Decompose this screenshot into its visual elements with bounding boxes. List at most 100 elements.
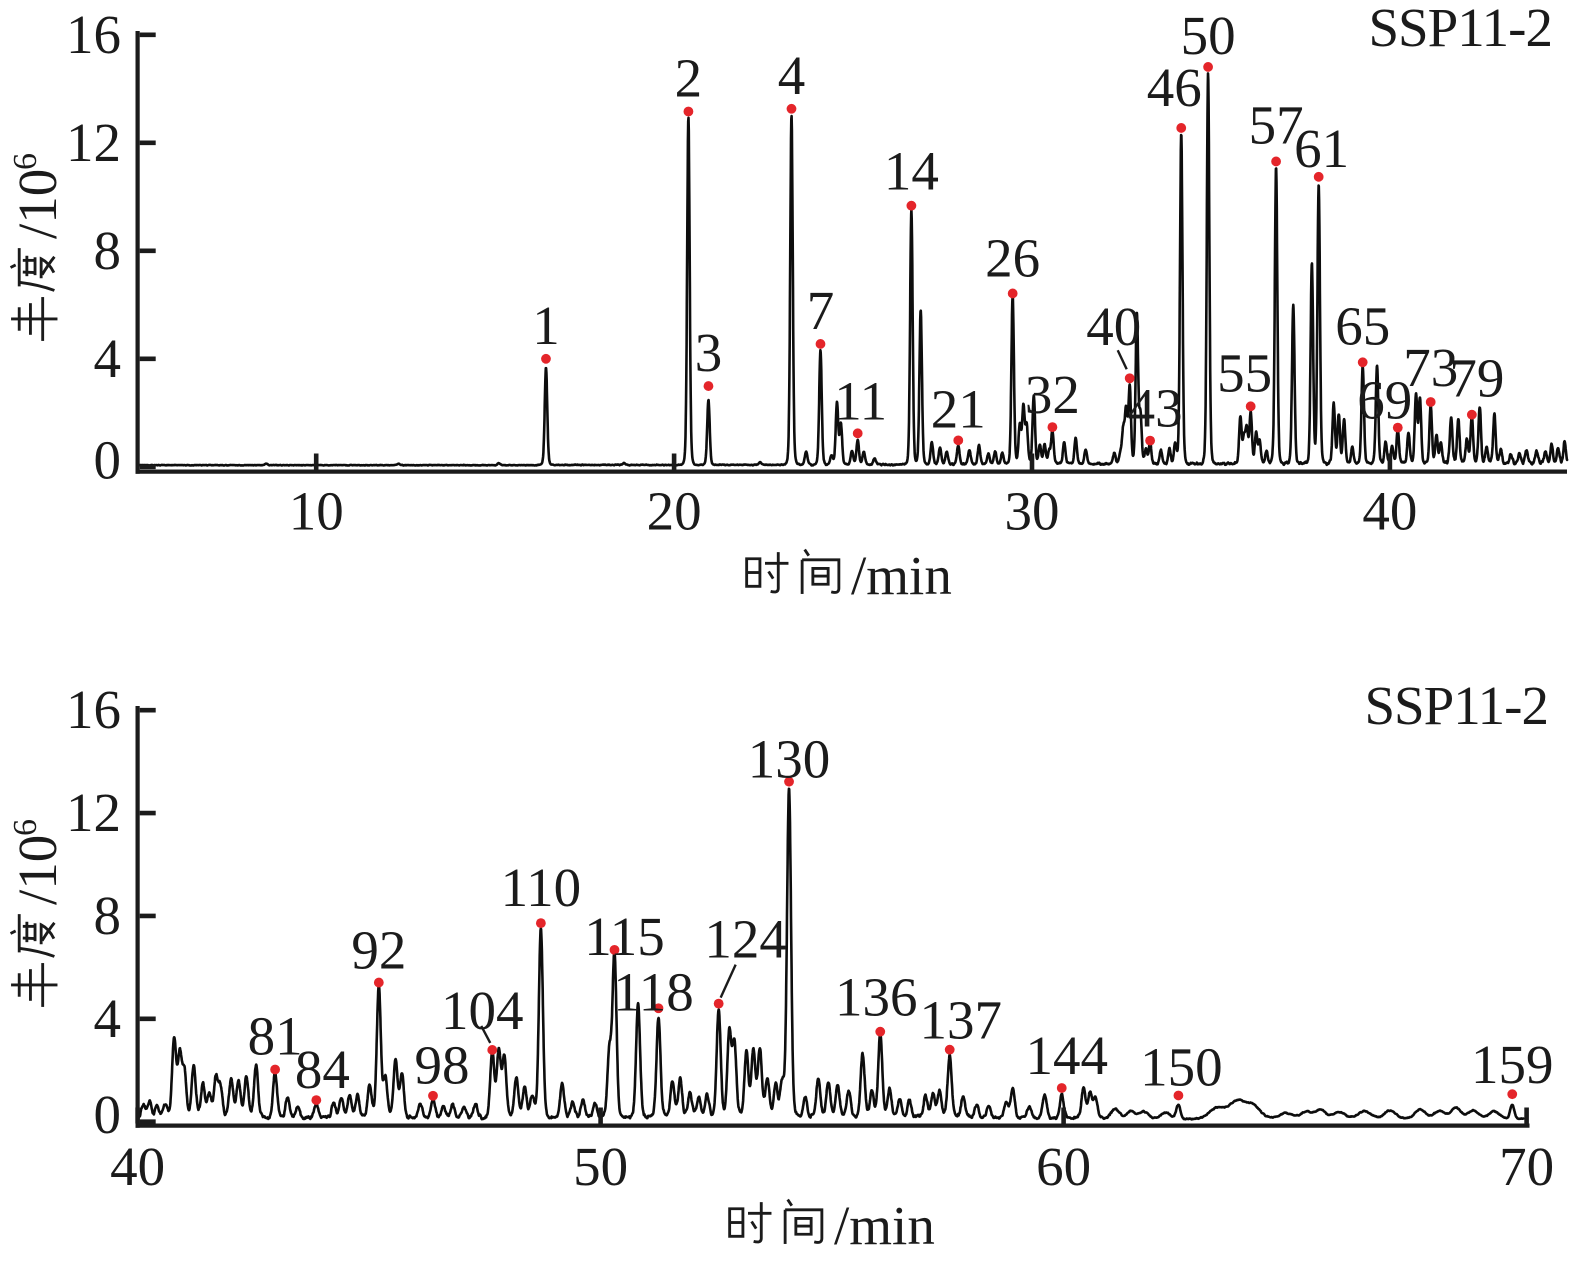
cjk-stroke (785, 1208, 824, 1244)
peak-label: 55 (1217, 342, 1272, 403)
cjk-stroke (802, 558, 841, 594)
y-axis-exponent-bottom: 6 (7, 819, 44, 836)
x-tick-label: 60 (1036, 1136, 1091, 1197)
cjk-stroke (40, 921, 56, 942)
cjk-jian-glyph (783, 1198, 824, 1244)
y-axis-title-bottom: /10 6 (7, 819, 68, 1007)
x-tick-label: 30 (1005, 481, 1060, 542)
peak-marker (609, 944, 620, 955)
peak-marker (1124, 373, 1135, 384)
y-tick-label: 12 (66, 112, 121, 173)
peak-marker (713, 998, 724, 1009)
peak-marker (1357, 357, 1368, 368)
peak-label: 79 (1449, 348, 1504, 409)
y-axis-title-top: /10 6 (7, 153, 68, 341)
sample-label-bottom: SSP11-2 (1364, 675, 1548, 736)
axis-lines: 40 50 60 70 0 4 8 12 16 (66, 679, 1554, 1197)
x-tick-label: 40 (1362, 481, 1417, 542)
cjk-stroke (767, 570, 775, 580)
y-axis-exponent-top: 6 (7, 153, 44, 170)
sample-label-top: SSP11-2 (1368, 0, 1552, 58)
peak-marker (1392, 422, 1403, 433)
peak-marker (1176, 123, 1187, 133)
peak-label: 92 (351, 920, 406, 981)
cjk-stroke (803, 548, 810, 557)
peak-callout-line (719, 964, 737, 999)
cjk-stroke (794, 1217, 813, 1236)
y-tick-label: 8 (94, 220, 122, 281)
peak-label: 98 (414, 1035, 469, 1096)
y-tick-label: 12 (66, 782, 121, 843)
cjk-du-glyph (9, 914, 56, 958)
peak-label: 73 (1403, 337, 1458, 398)
peak-marker (944, 1044, 955, 1055)
cjk-stroke (786, 1198, 793, 1207)
cjk-stroke (39, 256, 56, 279)
peak-label: 1 (532, 295, 560, 356)
peak-label: 32 (1025, 364, 1080, 425)
peak-marker (683, 106, 694, 117)
cjk-feng-glyph (11, 297, 58, 341)
peak-marker (1203, 62, 1213, 72)
cjk-jian-glyph (800, 548, 841, 594)
cjk-feng-glyph (11, 963, 58, 1007)
cjk-stroke (19, 946, 55, 958)
cjk-stroke (811, 567, 830, 586)
peak-label: 57 (1249, 94, 1304, 155)
peak-label: 136 (835, 967, 918, 1028)
x-tick-label: 10 (289, 481, 344, 542)
peak-marker (535, 918, 546, 929)
peak-marker (1425, 397, 1436, 407)
axes-bottom: 40 50 60 70 0 4 8 12 16 (66, 679, 1554, 1197)
peak-label: 2 (675, 47, 703, 108)
peak-marker (815, 339, 826, 349)
peak-marker (875, 1026, 886, 1037)
peak-marker (373, 977, 384, 988)
x-axis-title-top: /min (745, 545, 952, 606)
cjk-stroke (9, 929, 17, 935)
peak-label: 43 (1128, 378, 1183, 439)
peak-marker (541, 353, 551, 364)
peak-marker (1047, 422, 1058, 433)
peak-label: 159 (1471, 1034, 1554, 1095)
peak-marker (953, 435, 964, 446)
peak-label: 81 (248, 1005, 303, 1066)
y-tick-label: 16 (66, 679, 121, 740)
x-axis-unit-top: /min (851, 545, 952, 606)
cjk-stroke (19, 280, 55, 292)
y-tick-label: 0 (94, 429, 122, 490)
peak-marker (1007, 288, 1018, 299)
peak-label: 26 (985, 227, 1040, 288)
cjk-shi-glyph (745, 552, 789, 594)
x-tick-label: 70 (1499, 1136, 1554, 1197)
peak-label: 124 (704, 909, 787, 970)
peak-label: 46 (1147, 57, 1202, 118)
peak-marker (1466, 409, 1477, 420)
peak-callout-line (480, 1025, 492, 1044)
cjk-stroke (40, 255, 56, 276)
cjk-stroke (728, 1207, 745, 1238)
peak-label: 14 (884, 141, 939, 202)
cjk-stroke (9, 263, 17, 269)
peak-label: 50 (1181, 5, 1236, 66)
x-tick-label: 40 (110, 1136, 165, 1197)
peak-label: 150 (1140, 1036, 1223, 1097)
trace-bottom (136, 787, 1525, 1121)
y-tick-label: 8 (94, 885, 122, 946)
peak-marker (270, 1064, 281, 1075)
peak-label: 40 (1086, 296, 1141, 357)
peak-marker (653, 1003, 664, 1014)
x-axis-unit-bottom: /min (834, 1195, 935, 1256)
y-tick-label: 16 (66, 4, 121, 65)
peak-label: 115 (584, 906, 664, 967)
peak-label: 137 (919, 990, 1002, 1051)
peak-marker (1056, 1083, 1067, 1093)
y-axis-unit-top: /10 (7, 169, 68, 239)
peak-marker (428, 1090, 438, 1101)
cjk-stroke (750, 1220, 758, 1230)
cjk-stroke (39, 922, 56, 945)
